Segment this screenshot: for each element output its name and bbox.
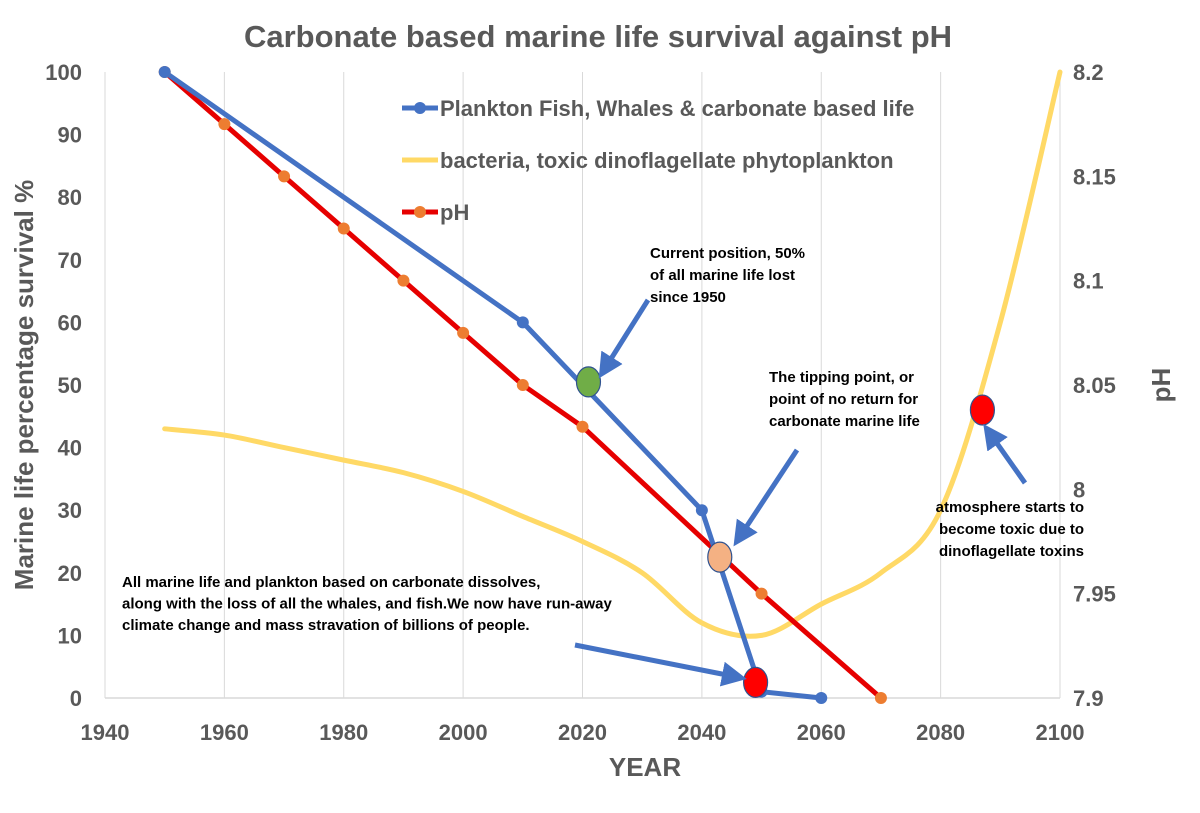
x-tick-label: 1960 [200, 720, 249, 745]
data-point-ph [397, 274, 410, 287]
y-axis-title: Marine life percentage survival % [9, 180, 39, 590]
x-tick-label: 1940 [81, 720, 130, 745]
toxic-atmosphere-arrow [983, 423, 1028, 485]
data-point-ph [874, 692, 887, 704]
y2-tick-label: 8 [1073, 477, 1085, 502]
series-line-ph [162, 69, 884, 701]
legend-label-ph: pH [440, 200, 469, 225]
y-tick-label: 70 [58, 248, 82, 273]
y2-tick-label: 8.05 [1073, 373, 1116, 398]
annotation-tipping-point: carbonate marine life [769, 413, 920, 430]
data-point-ph [457, 326, 470, 339]
data-point-ph [755, 587, 768, 600]
data-point-ph [278, 170, 291, 183]
y-tick-label: 0 [70, 686, 82, 711]
tipping-point-marker [707, 541, 733, 573]
x-tick-label: 2000 [439, 720, 488, 745]
data-point-ph [516, 379, 529, 391]
collapse-marker [742, 666, 769, 698]
legend-label-bacteria: bacteria, toxic dinoflagellate phytoplan… [440, 148, 894, 173]
collapse-arrow [574, 642, 747, 687]
annotation-collapse: climate change and mass stravation of bi… [122, 617, 530, 634]
annotation-current-position: Current position, 50% [650, 245, 805, 262]
series-line-bacteria [162, 69, 1063, 639]
y2-axis-ticks: 7.9 7.95 8 8.05 8.1 8.15 8.2 [1073, 60, 1116, 711]
y-tick-label: 80 [58, 185, 82, 210]
annotations: Current position, 50% of all marine life … [122, 245, 1084, 634]
current-position-arrow [598, 298, 651, 379]
x-tick-label: 2100 [1036, 720, 1085, 745]
y-tick-label: 30 [58, 498, 82, 523]
legend-label-plankton: Plankton Fish, Whales & carbonate based … [440, 96, 914, 121]
y-tick-label: 100 [45, 60, 82, 85]
y2-axis-title: pH [1146, 368, 1176, 403]
y2-tick-label: 8.15 [1073, 164, 1116, 189]
legend-marker-ph [414, 206, 426, 218]
y-axis-ticks: 0 10 20 30 40 50 60 70 80 90 100 [45, 60, 82, 711]
x-axis-title: YEAR [609, 752, 681, 782]
chart-title: Carbonate based marine life survival aga… [244, 19, 952, 54]
data-point-ph [337, 222, 350, 235]
y2-tick-label: 7.95 [1073, 582, 1116, 607]
x-tick-label: 2080 [916, 720, 965, 745]
x-tick-label: 2040 [677, 720, 726, 745]
data-point-plankton [815, 692, 828, 704]
legend-marker-plankton [414, 102, 426, 114]
annotation-arrows [574, 298, 1028, 687]
annotation-tipping-point: The tipping point, or [769, 369, 914, 386]
data-point-ph [218, 118, 231, 131]
annotation-collapse: along with the loss of all the whales, a… [122, 596, 612, 613]
annotation-current-position: of all marine life lost [650, 267, 795, 284]
y-tick-label: 10 [58, 623, 82, 648]
x-tick-label: 2060 [797, 720, 846, 745]
y2-tick-label: 7.9 [1073, 686, 1104, 711]
data-point-plankton [158, 66, 171, 78]
y-tick-label: 60 [58, 310, 82, 335]
legend: Plankton Fish, Whales & carbonate based … [402, 96, 914, 225]
toxic-atmosphere-marker [969, 394, 996, 426]
current-position-marker [575, 366, 602, 398]
data-point-ph [576, 420, 589, 433]
annotation-toxic-atmosphere: dinoflagellate toxins [939, 543, 1084, 560]
annotation-current-position: since 1950 [650, 289, 726, 306]
y-tick-label: 40 [58, 436, 82, 461]
annotation-tipping-point: point of no return for [769, 391, 918, 408]
marker-layer [158, 66, 996, 704]
y2-tick-label: 8.1 [1073, 269, 1104, 294]
annotation-toxic-atmosphere: become toxic due to [939, 521, 1084, 538]
y-tick-label: 90 [58, 123, 82, 148]
tipping-point-arrow [733, 448, 800, 547]
y-tick-label: 20 [58, 561, 82, 586]
x-axis-ticks: 1940 1960 1980 2000 2020 2040 2060 2080 2100 [81, 720, 1085, 745]
data-point-plankton [695, 504, 708, 517]
y2-tick-label: 8.2 [1073, 60, 1104, 85]
x-tick-label: 2020 [558, 720, 607, 745]
x-tick-label: 1980 [319, 720, 368, 745]
y-tick-label: 50 [58, 373, 82, 398]
data-point-plankton [516, 316, 529, 329]
annotation-collapse: All marine life and plankton based on ca… [122, 574, 540, 591]
annotation-toxic-atmosphere: atmosphere starts to [936, 499, 1084, 516]
